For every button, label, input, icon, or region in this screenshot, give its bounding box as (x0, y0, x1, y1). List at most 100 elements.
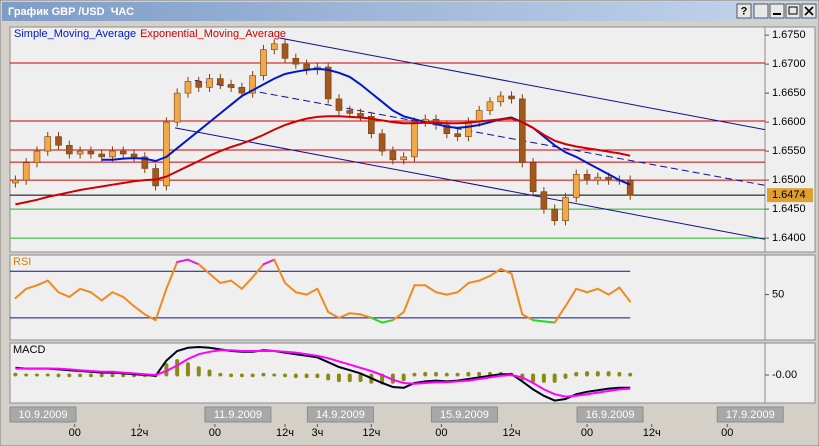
rsi-segment (586, 287, 599, 294)
histogram-bar (250, 373, 255, 378)
histogram-bar (196, 366, 201, 377)
histogram-bar (88, 373, 93, 378)
candle-body (260, 49, 267, 77)
histogram-bar (552, 373, 557, 383)
date-tick-box (9, 406, 77, 423)
candle-body (109, 150, 116, 158)
trend-line (279, 37, 766, 131)
rsi-segment (348, 312, 362, 316)
histogram-bar (24, 373, 29, 377)
histogram-bar (617, 371, 622, 377)
panel-title: RSI (13, 256, 31, 268)
candle-body (519, 98, 526, 163)
candle-body (292, 58, 300, 65)
candle-body (22, 162, 30, 181)
histogram-bar (628, 372, 633, 377)
candle-body (195, 81, 203, 88)
title-bar (2, 2, 817, 21)
rsi-segment (596, 287, 610, 296)
candle-body (206, 78, 213, 88)
candle-body (281, 43, 289, 59)
candle-body (594, 176, 602, 181)
maximize-button[interactable] (785, 3, 801, 19)
rsi-segment (176, 258, 189, 263)
histogram-bar (110, 373, 115, 378)
candle-body (87, 150, 95, 155)
rsi-segment (79, 287, 92, 294)
histogram-bar (34, 373, 39, 377)
candle-body (486, 101, 494, 111)
candle-body (605, 176, 612, 181)
rsi-segment (208, 272, 222, 284)
histogram-bar (304, 373, 309, 379)
rsi-segment (564, 287, 578, 308)
rsi-segment (251, 263, 265, 279)
window-buttons[interactable]: ? (736, 3, 817, 19)
histogram-bar (401, 373, 406, 382)
date-tick-box (430, 406, 498, 423)
candle-body (98, 153, 105, 158)
rsi-segment (305, 287, 319, 296)
rsi-segment (240, 276, 254, 290)
histogram-bar (585, 371, 590, 377)
price-axis-background (764, 342, 816, 404)
candle-body (551, 208, 558, 221)
panel-background (9, 26, 766, 253)
x-tick-label: 00 (435, 427, 447, 439)
y-tick-label: 1.6750 (772, 29, 806, 41)
histogram-bar (412, 372, 417, 377)
rsi-segment (607, 286, 621, 296)
date-tick-box (306, 406, 374, 423)
minimize-button[interactable] (769, 3, 785, 19)
help-button[interactable] (736, 3, 752, 19)
rsi-segment (521, 313, 535, 322)
window-title: График GBP /USD ЧАС (8, 6, 134, 18)
x-tick-label: 12ч (276, 427, 294, 439)
candle-body (227, 84, 235, 88)
rsi-segment (435, 291, 448, 296)
histogram-bar (563, 373, 568, 379)
candle-body (400, 156, 407, 161)
rsi-segment (25, 284, 38, 290)
price-axis-background (764, 26, 816, 253)
histogram-bar (67, 373, 72, 378)
histogram-bar (229, 373, 234, 378)
y-tick-label: 1.6600 (772, 116, 806, 128)
rsi-segment (186, 258, 200, 266)
date-tick-label: 17.9.2009 (726, 409, 775, 421)
histogram-bar (606, 371, 611, 377)
date-tick-label: 16.9.2009 (586, 409, 635, 421)
rsi-segment (68, 287, 82, 298)
candle-body (572, 173, 580, 198)
candle-body (184, 81, 192, 94)
candle-body (346, 110, 354, 114)
histogram-bar (477, 371, 482, 377)
candle-body (335, 98, 343, 111)
date-tick-label: 14.9.2009 (316, 409, 365, 421)
histogram-bar (175, 359, 180, 377)
rsi-segment (35, 279, 49, 287)
histogram-bar (434, 371, 439, 377)
date-tick-box (576, 406, 644, 423)
moving-average-line (101, 67, 631, 186)
y-tick-label: 1.6550 (772, 145, 806, 157)
histogram-bar (444, 372, 449, 377)
candle-body (270, 43, 278, 50)
candle-body (249, 75, 256, 94)
list-button[interactable] (753, 3, 769, 19)
histogram-bar (574, 371, 579, 377)
rsi-segment (532, 319, 545, 323)
histogram-bar (261, 372, 266, 377)
histogram-bar (218, 372, 223, 377)
candle-body (238, 87, 246, 94)
date-tick-box (204, 406, 272, 423)
histogram-bar (466, 371, 471, 377)
histogram-bar (164, 363, 169, 377)
rsi-segment (284, 281, 297, 294)
x-tick-label: 12ч (362, 427, 380, 439)
histogram-bar (283, 373, 288, 378)
y-tick-label: 1.6650 (772, 87, 806, 99)
date-tick-label: 11.9.2009 (214, 409, 262, 421)
rsi-segment (57, 291, 71, 298)
macd-line (15, 349, 631, 398)
